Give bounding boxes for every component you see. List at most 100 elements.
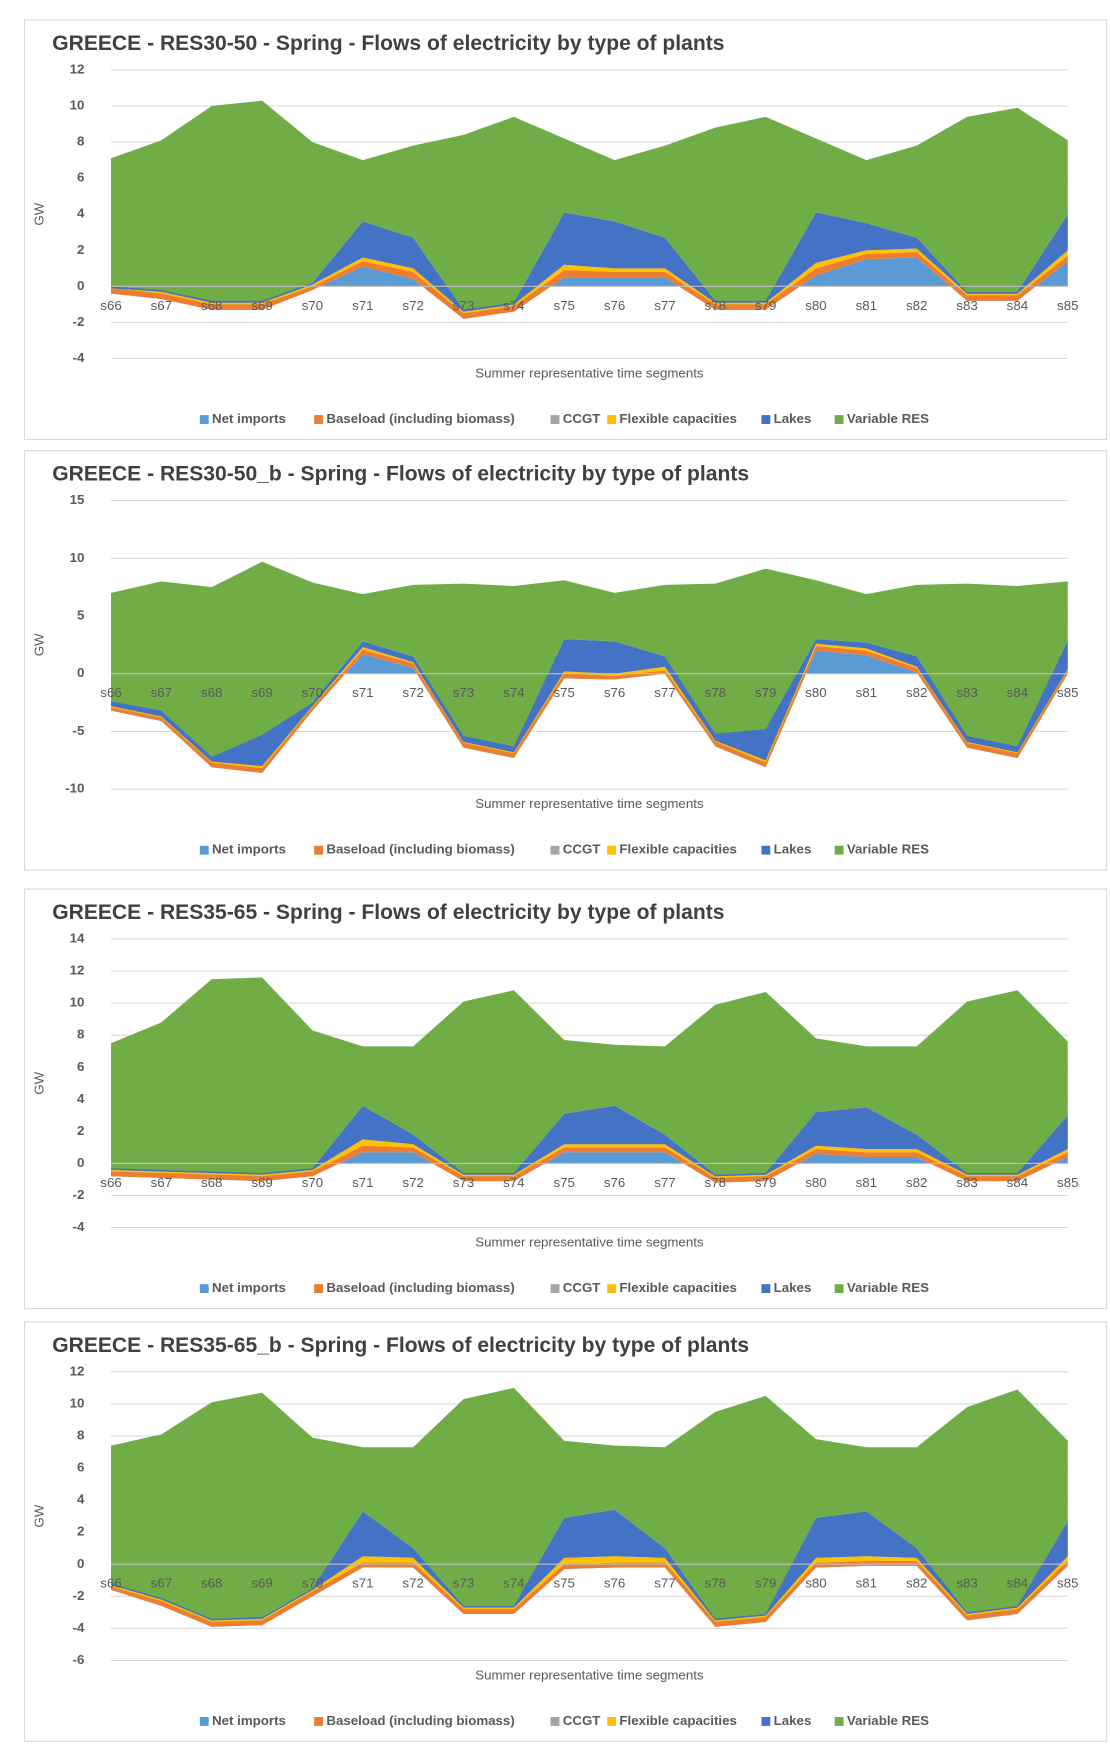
x-tick-label: s70: [302, 298, 323, 313]
legend-swatch: [607, 1284, 617, 1294]
chart-frame: [23, 888, 1108, 1310]
x-tick-label: s81: [856, 1175, 877, 1190]
x-tick-label: s66: [100, 298, 121, 313]
legend-swatch: [550, 1717, 560, 1726]
x-tick-label: s68: [201, 1175, 222, 1190]
legend-label: Baseload (including biomass): [326, 1280, 514, 1295]
chart-title: GREECE - RES30-50 - Spring - Flows of el…: [52, 32, 724, 55]
x-tick-label: s75: [554, 1175, 575, 1190]
x-tick-label: s76: [604, 298, 625, 313]
y-tick-label: 12: [70, 61, 85, 76]
y-tick-label: -5: [73, 723, 85, 738]
y-tick-label: 14: [70, 931, 85, 946]
x-tick-label: s77: [654, 1576, 675, 1591]
x-tick-label: s85: [1057, 1576, 1078, 1591]
y-tick-label: -2: [73, 1187, 85, 1202]
area-band: [111, 1145, 1068, 1183]
x-tick-label: s70: [302, 685, 323, 700]
x-tick-label: s66: [100, 1576, 121, 1591]
x-tick-label: s85: [1057, 685, 1078, 700]
legend-swatch: [761, 1284, 771, 1294]
y-tick-label: 8: [77, 1427, 84, 1442]
chart-title: GREECE - RES35-65 - Spring - Flows of el…: [52, 901, 724, 924]
legend-label: Flexible capacities: [619, 411, 737, 426]
x-tick-label: s69: [251, 298, 272, 313]
y-axis-title: GW: [32, 1071, 47, 1094]
legend-swatch: [199, 415, 209, 424]
legend-label: Variable RES: [847, 411, 929, 426]
legend-swatch: [199, 845, 209, 855]
x-tick-label: s83: [956, 685, 977, 700]
legend-label: Baseload (including biomass): [326, 1713, 514, 1728]
legend-swatch: [199, 1717, 209, 1726]
y-tick-label: 6: [77, 1059, 84, 1074]
legend-label: CCGT: [563, 1713, 601, 1728]
area-band: [111, 248, 1068, 314]
area-band: [111, 639, 1068, 767]
x-tick-label: s77: [654, 1175, 675, 1190]
x-tick-label: s83: [956, 1175, 977, 1190]
x-tick-label: s81: [856, 298, 877, 313]
legend-swatch: [199, 1284, 209, 1294]
legend-swatch: [607, 415, 617, 424]
x-tick-label: s78: [705, 1175, 726, 1190]
legend-swatch: [761, 415, 771, 424]
y-tick-label: 6: [77, 1460, 84, 1475]
x-tick-label: s77: [654, 685, 675, 700]
x-tick-label: s72: [402, 1175, 423, 1190]
legend-swatch: [314, 1284, 324, 1294]
y-tick-label: 0: [77, 1556, 84, 1571]
area-band: [111, 1105, 1068, 1177]
area-band: [111, 1561, 1068, 1627]
x-tick-label: s67: [151, 1576, 172, 1591]
legend-label: Net imports: [212, 1280, 286, 1295]
legend-label: Variable RES: [847, 842, 929, 857]
y-tick-label: 12: [70, 1363, 85, 1378]
y-tick-label: 4: [77, 206, 85, 221]
legend-swatch: [550, 415, 560, 424]
x-tick-label: s83: [956, 1576, 977, 1591]
y-tick-label: 10: [70, 98, 85, 113]
y-tick-label: 4: [77, 1091, 85, 1106]
chart-frame: [23, 450, 1108, 871]
x-tick-label: s82: [906, 1175, 927, 1190]
x-tick-label: s75: [554, 685, 575, 700]
y-tick-label: 0: [77, 665, 84, 680]
area-band: [111, 1152, 1068, 1183]
y-axis-title: GW: [32, 202, 47, 225]
legend-label: Baseload (including biomass): [326, 842, 514, 857]
x-tick-label: s74: [503, 1175, 524, 1190]
x-tick-label: s76: [604, 685, 625, 700]
legend-swatch: [314, 415, 324, 424]
x-axis-title: Summer representative time segments: [475, 1235, 704, 1250]
y-tick-label: 0: [77, 1155, 84, 1170]
y-tick-label: -4: [73, 1620, 85, 1635]
area-band: [111, 977, 1068, 1175]
x-tick-label: s76: [604, 1576, 625, 1591]
x-tick-label: s78: [705, 1576, 726, 1591]
legend-label: CCGT: [563, 411, 601, 426]
legend-label: Flexible capacities: [619, 1280, 737, 1295]
legend-label: Variable RES: [847, 1280, 929, 1295]
legend-label: Flexible capacities: [619, 842, 737, 857]
y-tick-label: 12: [70, 963, 85, 978]
x-tick-label: s74: [503, 1576, 524, 1591]
x-tick-label: s73: [453, 298, 474, 313]
y-tick-label: 10: [70, 550, 85, 565]
x-tick-label: s84: [1007, 298, 1028, 313]
x-tick-label: s78: [705, 685, 726, 700]
chart-frame: [23, 19, 1108, 441]
x-tick-label: s66: [100, 1175, 121, 1190]
x-tick-label: s80: [805, 298, 826, 313]
y-tick-label: -2: [73, 1588, 85, 1603]
legend-swatch: [834, 1284, 844, 1294]
x-tick-label: s73: [453, 1576, 474, 1591]
x-tick-label: s79: [755, 1175, 776, 1190]
x-tick-label: s71: [352, 1576, 373, 1591]
x-tick-label: s85: [1057, 298, 1078, 313]
y-tick-label: 8: [77, 134, 84, 149]
x-tick-label: s82: [906, 685, 927, 700]
chart-title: GREECE - RES30-50_b - Spring - Flows of …: [52, 463, 749, 486]
x-tick-label: s73: [453, 1175, 474, 1190]
